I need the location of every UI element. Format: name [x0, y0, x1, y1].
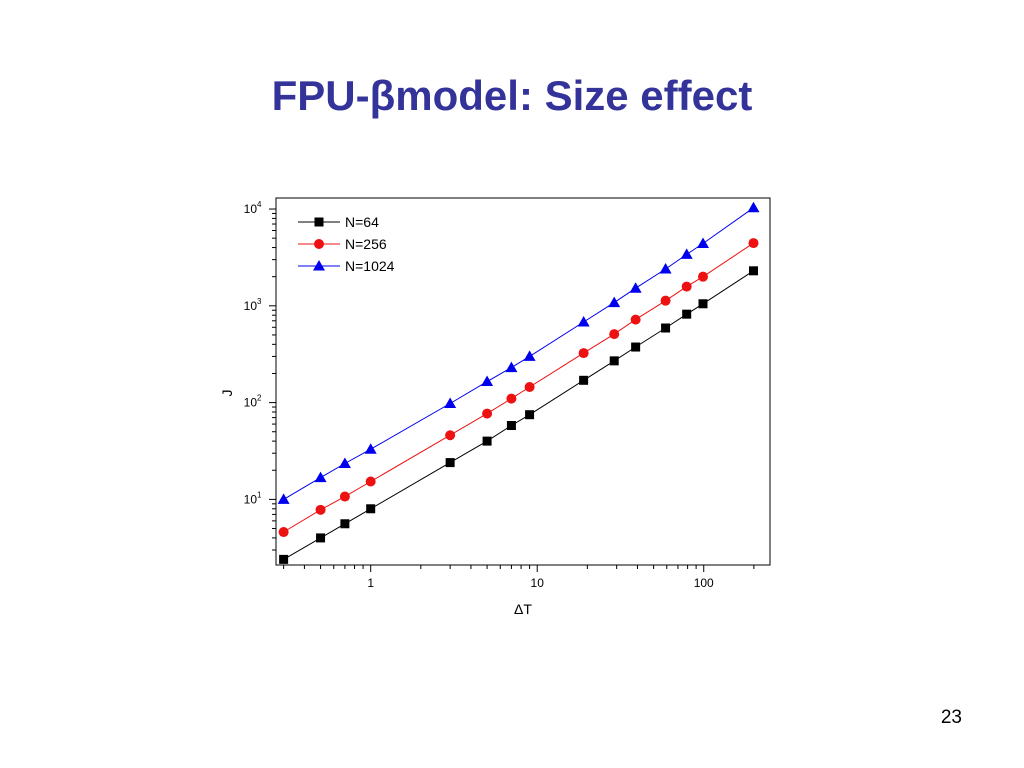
legend-item: N=64	[298, 214, 379, 230]
data-point	[579, 375, 589, 385]
data-point	[506, 421, 516, 431]
y-tick-label: 10	[244, 202, 258, 216]
slide-title: FPU-βmodel: Size effect	[271, 72, 753, 119]
data-point	[682, 309, 692, 319]
x-tick-label: 10	[531, 576, 545, 590]
legend: N=64 N=256 N=1024	[298, 214, 395, 274]
data-point	[659, 263, 672, 274]
legend-item: N=256	[298, 236, 387, 252]
data-point	[608, 296, 621, 308]
y-tick-exponent: 1	[257, 490, 262, 499]
legend-label: N=64	[345, 214, 379, 230]
data-point	[364, 443, 377, 454]
y-tick-label: 10	[244, 492, 258, 506]
data-point	[630, 314, 641, 325]
x-tick-label: 100	[694, 576, 714, 590]
series-n-1024	[277, 201, 760, 504]
legend-label: N=256	[345, 236, 387, 252]
data-point	[698, 299, 708, 309]
data-point	[338, 457, 351, 468]
x-axis-label: ΔT	[514, 601, 532, 617]
data-point	[315, 504, 326, 515]
data-point	[340, 519, 350, 529]
data-point	[481, 375, 494, 387]
y-axis-label: J	[219, 390, 235, 397]
data-point	[523, 350, 536, 361]
plot-frame	[275, 197, 771, 566]
data-point	[631, 342, 641, 352]
y-tick-exponent: 3	[257, 297, 262, 306]
data-point	[339, 491, 350, 502]
data-point	[578, 348, 589, 359]
y-tick-label: 10	[244, 396, 258, 410]
data-point	[278, 527, 289, 538]
y-tick-exponent: 4	[257, 200, 262, 209]
data-point	[314, 471, 327, 483]
legend-label: N=1024	[345, 258, 395, 274]
data-point	[316, 533, 326, 543]
data-point	[609, 356, 619, 366]
series-n-256	[278, 238, 759, 538]
data-point	[661, 323, 671, 333]
legend-marker	[314, 239, 324, 249]
data-point	[525, 410, 535, 420]
data-point	[482, 408, 493, 419]
data-point	[609, 329, 620, 340]
data-point	[444, 397, 457, 408]
data-point	[660, 295, 671, 306]
legend-marker	[314, 217, 324, 227]
series-n-64	[279, 266, 758, 564]
data-point	[681, 281, 692, 292]
data-point	[698, 271, 709, 282]
data-point	[445, 430, 456, 441]
data-point	[697, 237, 710, 249]
legend-marker	[313, 260, 325, 271]
data-point	[366, 504, 376, 514]
series-layer	[277, 201, 760, 564]
data-point	[577, 316, 590, 327]
data-point	[279, 554, 289, 564]
page-number: 23	[940, 707, 962, 728]
data-point	[505, 361, 518, 373]
data-point	[747, 201, 760, 213]
data-point	[748, 238, 759, 249]
legend-item: N=1024	[298, 258, 395, 274]
data-point	[445, 458, 455, 468]
y-tick-label: 10	[244, 299, 258, 313]
y-tick-exponent: 2	[257, 394, 262, 403]
data-point	[365, 476, 376, 487]
data-point	[629, 282, 642, 293]
data-point	[748, 266, 758, 276]
data-point	[680, 248, 693, 259]
data-point	[506, 393, 517, 404]
x-tick-label: 1	[367, 576, 374, 590]
data-point	[482, 436, 492, 446]
data-point	[524, 381, 535, 392]
data-point	[277, 493, 290, 504]
